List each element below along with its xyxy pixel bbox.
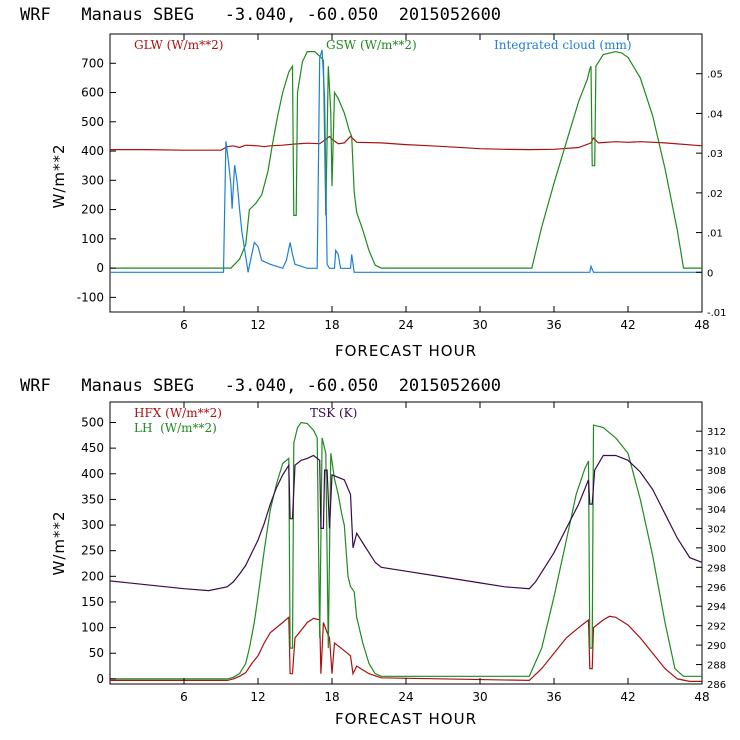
bottom-y2tick-label: 306	[707, 486, 726, 497]
top-y2tick-label: .04	[707, 109, 723, 120]
top-legend-gsw: GSW (W/m**2)	[326, 38, 417, 52]
bottom-xtick-label: 36	[546, 690, 561, 704]
top-ytick-label: 300	[81, 173, 104, 187]
top-ytick-label: 500	[81, 115, 104, 129]
top-y-axis-label: W/m**2	[50, 143, 68, 208]
bottom-legend-lh: LH (W/m**2)	[134, 421, 217, 435]
bottom-xtick-label: 48	[694, 690, 709, 704]
bottom-ytick-label: 450	[81, 441, 104, 455]
top-ytick-label: 100	[81, 232, 104, 246]
bottom-series-layer	[109, 421, 703, 682]
bottom-ytick-label: 250	[81, 544, 104, 558]
top-xtick-label: 24	[398, 318, 413, 332]
top-y2-ticks: -.01 0 .01 .02 .03 .04 .05	[696, 70, 727, 319]
bottom-panel: WRF Manaus SBEG -3.040, -60.050 20150526…	[20, 376, 726, 728]
bottom-series-hfx-line	[110, 615, 702, 682]
bottom-y2tick-label: 304	[707, 505, 726, 516]
top-ytick-label: 400	[81, 144, 104, 158]
bottom-y2tick-label: 310	[707, 447, 726, 458]
top-xtick-label: 6	[180, 318, 188, 332]
bottom-y2tick-label: 308	[707, 466, 726, 477]
top-x-axis-label: FORECAST HOUR	[335, 342, 477, 360]
bottom-y2tick-label: 292	[707, 622, 726, 633]
bottom-ytick-label: 0	[96, 672, 104, 686]
bottom-xtick-label: 42	[620, 690, 635, 704]
bottom-y2tick-label: 290	[707, 641, 726, 652]
bottom-series-lh-line	[110, 421, 702, 680]
bottom-x-ticks: 6 12 18 24 30 36 42 48	[180, 402, 710, 704]
top-xtick-label: 36	[546, 318, 561, 332]
bottom-ytick-label: 300	[81, 518, 104, 532]
top-panel-title: WRF Manaus SBEG -3.040, -60.050 20150526…	[20, 5, 501, 25]
top-xtick-label: 12	[250, 318, 265, 332]
bottom-y2tick-label: 296	[707, 583, 726, 594]
top-ytick-label: 200	[81, 203, 104, 217]
top-y2tick-label: .03	[707, 149, 723, 160]
top-series-glw-line	[110, 135, 703, 151]
top-xtick-label: 42	[620, 318, 635, 332]
top-xtick-label: 18	[324, 318, 339, 332]
bottom-series-tsk-line	[109, 454, 703, 592]
bottom-y2tick-label: 312	[707, 427, 726, 438]
bottom-y2tick-label: 294	[707, 602, 726, 613]
bottom-y2tick-label: 298	[707, 563, 726, 574]
top-xtick-label: 48	[694, 318, 709, 332]
bottom-y2tick-label: 302	[707, 524, 726, 535]
top-y-ticks: -100 0 100 200 300 400 500 600 700	[77, 56, 116, 304]
top-series-layer	[110, 49, 703, 273]
bottom-ytick-label: 50	[89, 646, 104, 660]
bottom-y-axis-label: W/m**2	[50, 510, 68, 575]
top-plot-frame	[109, 33, 703, 313]
top-x-ticks: 6 12 18 24 30 36 42 48	[180, 34, 710, 332]
top-y2tick-label: -.01	[707, 308, 727, 319]
top-y2tick-label: .05	[707, 70, 723, 81]
top-series-gsw-line	[110, 50, 702, 269]
top-legend-glw: GLW (W/m**2)	[134, 38, 223, 52]
top-ytick-label: -100	[77, 290, 104, 304]
bottom-x-axis-label: FORECAST HOUR	[335, 710, 477, 728]
bottom-xtick-label: 12	[250, 690, 265, 704]
bottom-xtick-label: 24	[398, 690, 413, 704]
top-ytick-label: 0	[96, 261, 104, 275]
bottom-ytick-label: 200	[81, 569, 104, 583]
bottom-ytick-label: 400	[81, 467, 104, 481]
top-legend-cloud: Integrated cloud (mm)	[494, 38, 632, 52]
top-ytick-label: 600	[81, 86, 104, 100]
bottom-ytick-label: 100	[81, 621, 104, 635]
top-ytick-label: 700	[81, 56, 104, 70]
bottom-legend-tsk: TSK (K)	[310, 406, 357, 420]
top-panel: WRF Manaus SBEG -3.040, -60.050 20150526…	[20, 5, 727, 360]
bottom-xtick-label: 30	[472, 690, 487, 704]
bottom-panel-title: WRF Manaus SBEG -3.040, -60.050 20150526…	[20, 376, 501, 396]
bottom-xtick-label: 18	[324, 690, 339, 704]
bottom-ytick-label: 150	[81, 595, 104, 609]
bottom-legend-hfx: HFX (W/m**2)	[134, 406, 222, 420]
bottom-y2tick-label: 300	[707, 544, 726, 555]
bottom-plot-frame	[109, 401, 703, 685]
bottom-y2tick-label: 288	[707, 661, 726, 672]
bottom-y2tick-label: 286	[707, 680, 726, 691]
top-y2tick-label: .01	[707, 229, 723, 240]
top-xtick-label: 30	[472, 318, 487, 332]
bottom-ytick-label: 350	[81, 492, 104, 506]
top-series-integrated-line	[110, 49, 702, 273]
bottom-ytick-label: 500	[81, 416, 104, 430]
bottom-y-ticks: 0 50 100 150 200 250 300 350 400 450 500	[81, 416, 116, 686]
top-y2tick-label: 0	[707, 268, 713, 279]
bottom-xtick-label: 6	[180, 690, 188, 704]
bottom-y2-ticks: 286 288 290 292 294 296 298 300 302 304 306 308 310 3…	[696, 427, 726, 691]
top-y2tick-label: .02	[707, 189, 723, 200]
